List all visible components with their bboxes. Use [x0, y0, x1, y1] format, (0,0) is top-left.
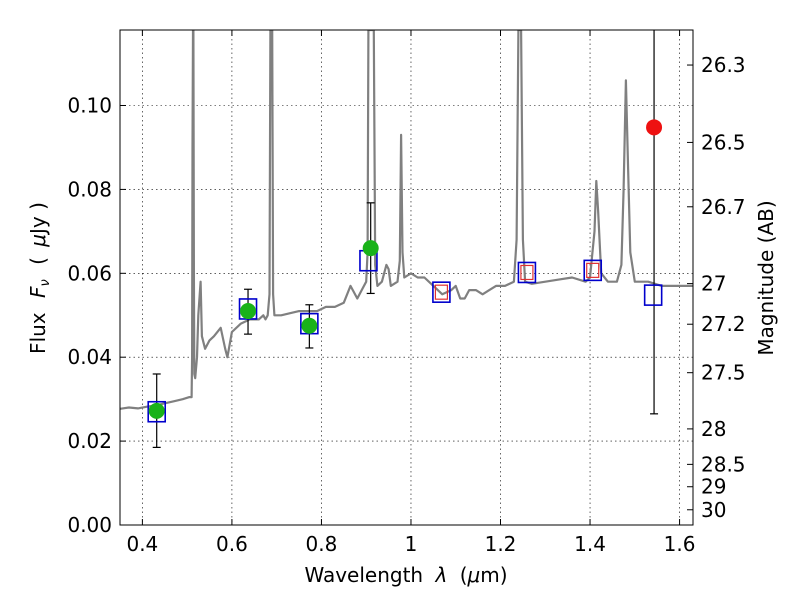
photometry-markers	[147, 119, 663, 423]
y-tick-label: 0.08	[67, 177, 112, 201]
x-tick-label: 0.6	[216, 532, 248, 556]
y2-tick-label: 27.5	[701, 361, 746, 385]
y2-tick-label: 26.7	[701, 195, 746, 219]
error-bars	[152, 30, 659, 448]
y2-tick-label: 26.3	[701, 53, 746, 77]
model-photometry-square	[147, 400, 167, 423]
y-tick-label: 0.10	[67, 94, 112, 118]
model-photometry-square	[517, 261, 537, 284]
x-tick-label: 0.8	[306, 532, 338, 556]
x-tick-labels: 0.4 0.6 0.8 1 1.2 1.4 1.6	[126, 532, 695, 556]
y-tick-label: 0.02	[67, 429, 112, 453]
x-axis-label: Wavelength λ (μm)	[304, 563, 507, 587]
observed-detection-dot	[301, 317, 318, 334]
nir-inner-square	[586, 262, 600, 278]
y2-tick-label: 28	[701, 417, 726, 441]
y2-tick-label: 29	[701, 475, 726, 499]
y2-tick-label: 27	[701, 272, 726, 296]
y2-tick-label: 28.5	[701, 452, 746, 476]
nir-inner-square	[434, 284, 449, 300]
observed-detection-dot	[240, 303, 257, 320]
model-photometry-square	[643, 284, 663, 306]
observed-outlier-dot	[646, 119, 663, 136]
x-tick-label: 1.2	[485, 532, 517, 556]
model-spectrum	[120, 30, 693, 410]
y-tick-label: 0.06	[67, 261, 112, 285]
y-tick-labels: 0.00 0.02 0.04 0.06 0.08 0.10	[67, 94, 112, 537]
y-tick-label: 0.00	[67, 513, 112, 537]
y2-tick-label: 26.5	[701, 130, 746, 154]
model-photometry-square	[432, 281, 451, 303]
axis-ticks	[120, 30, 693, 526]
x-tick-label: 1	[405, 532, 418, 556]
x-tick-label: 1.6	[664, 532, 696, 556]
y-axis-label: Flux Fν ( μJy )	[26, 202, 54, 354]
y-tick-label: 0.04	[67, 345, 112, 369]
grid-lines	[120, 30, 693, 525]
nir-inner-square	[520, 264, 534, 281]
x-tick-label: 0.4	[126, 532, 158, 556]
y2-axis-label: Magnitude (AB)	[754, 200, 778, 355]
observed-detection-dot	[362, 240, 379, 257]
model-photometry-square	[583, 259, 603, 282]
spectrum-line	[120, 30, 693, 410]
observed-detection-dot	[148, 402, 165, 419]
plot-frame	[119, 29, 694, 526]
x-tick-label: 1.4	[574, 532, 606, 556]
y2-tick-label: 27.2	[701, 312, 746, 336]
y2-tick-label: 30	[701, 498, 726, 522]
